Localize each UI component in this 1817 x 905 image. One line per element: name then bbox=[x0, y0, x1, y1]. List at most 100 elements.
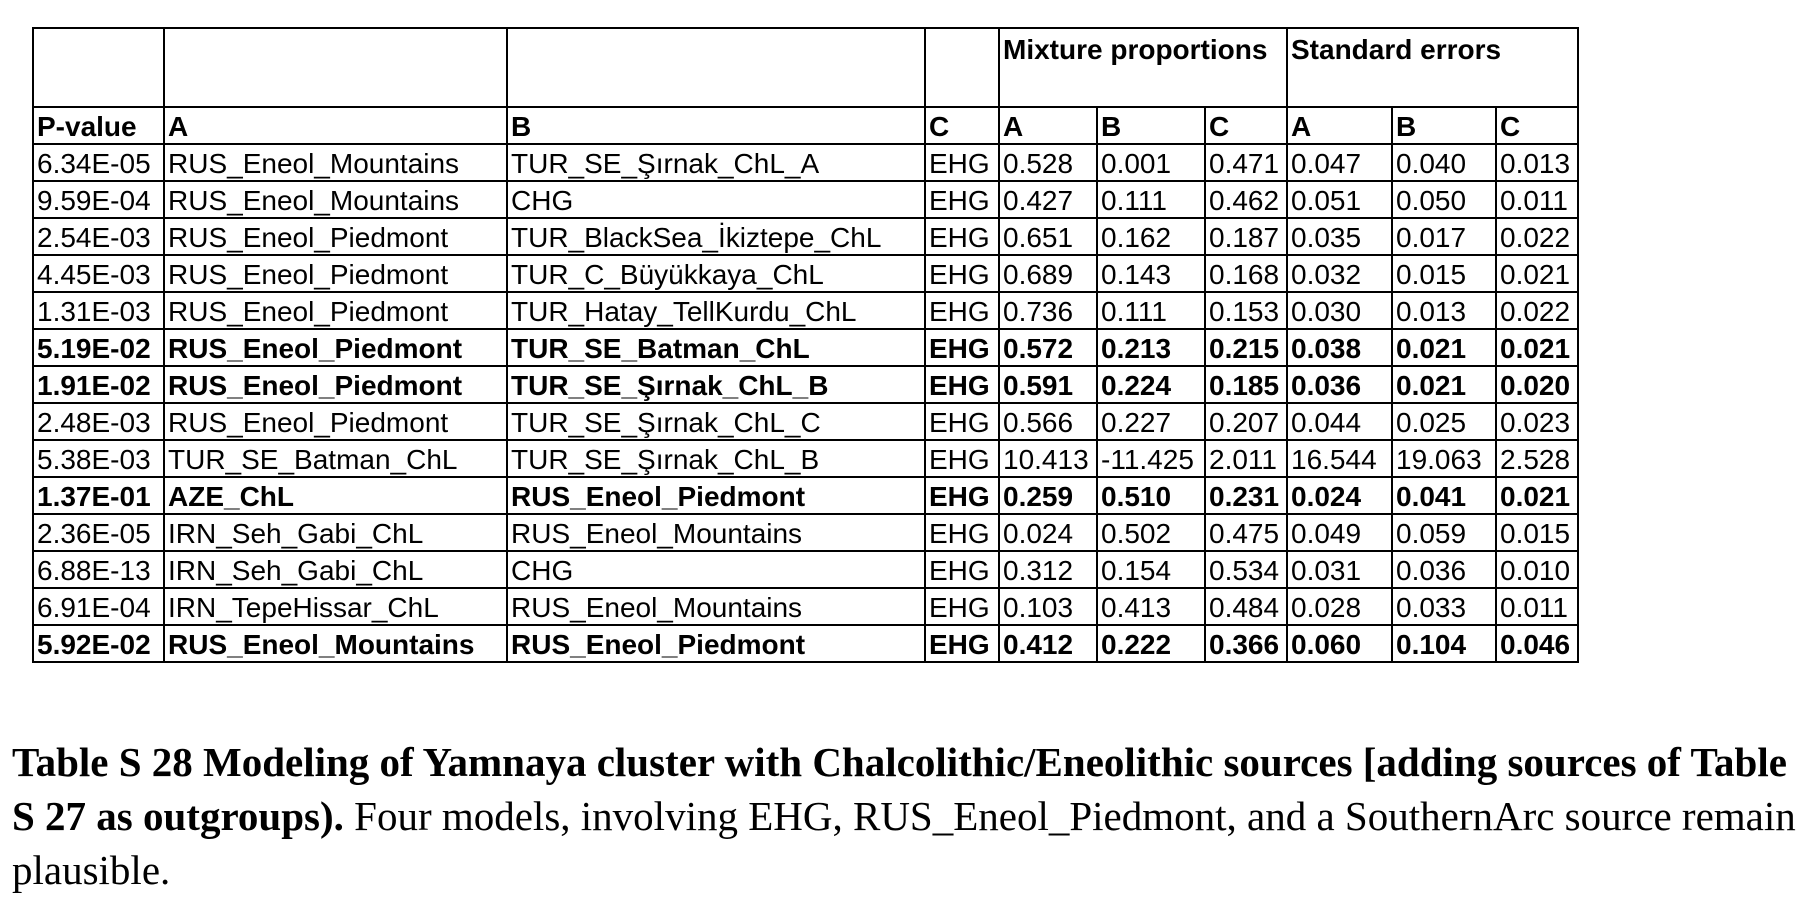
results-table: Mixture proportions Standard errors P-va… bbox=[32, 27, 1579, 663]
table-cell: 0.215 bbox=[1204, 328, 1288, 367]
table-cell: 0.041 bbox=[1391, 476, 1497, 515]
caption-title: Table S 28 Modeling of Yamnaya cluster w… bbox=[12, 739, 1787, 839]
table-cell: 0.104 bbox=[1391, 624, 1497, 663]
header-empty-cell bbox=[163, 27, 508, 108]
table-cell: 0.153 bbox=[1204, 291, 1288, 330]
table-cell: 19.063 bbox=[1391, 439, 1497, 478]
table-row: 9.59E-04 RUS_Eneol_Mountains CHG EHG 0.427 0.… bbox=[32, 180, 1579, 219]
table-cell: 0.050 bbox=[1391, 180, 1497, 219]
table-cell: 5.92E-02 bbox=[32, 624, 165, 663]
table-cell: 10.413 bbox=[998, 439, 1098, 478]
table-row: 6.34E-05 RUS_Eneol_Mountains TUR_SE_Şırnak… bbox=[32, 143, 1579, 182]
table-cell: RUS_Eneol_Mountains bbox=[506, 587, 926, 626]
table-cell: 0.015 bbox=[1391, 254, 1497, 293]
table-cell: 6.91E-04 bbox=[32, 587, 165, 626]
table-cell: EHG bbox=[924, 143, 1000, 182]
table-cell: 0.036 bbox=[1391, 550, 1497, 589]
table-cell: 0.033 bbox=[1391, 587, 1497, 626]
table-row: 1.31E-03 RUS_Eneol_Piedmont TUR_Hatay_Tell… bbox=[32, 291, 1579, 330]
column-header: A bbox=[1286, 106, 1393, 145]
table-cell: 6.34E-05 bbox=[32, 143, 165, 182]
table-cell: 0.023 bbox=[1495, 402, 1579, 441]
table-cell: 0.413 bbox=[1096, 587, 1206, 626]
table-cell: 0.143 bbox=[1096, 254, 1206, 293]
table-cell: 0.011 bbox=[1495, 587, 1579, 626]
table-cell: TUR_SE_Şırnak_ChL_B bbox=[506, 439, 926, 478]
table-cell: 0.051 bbox=[1286, 180, 1393, 219]
table-cell: 0.040 bbox=[1391, 143, 1497, 182]
mixture-proportions-header: Mixture proportions bbox=[998, 27, 1288, 108]
table-cell: 0.036 bbox=[1286, 365, 1393, 404]
column-header: B bbox=[1096, 106, 1206, 145]
table-cell: EHG bbox=[924, 624, 1000, 663]
table-cell: 0.572 bbox=[998, 328, 1098, 367]
table-cell: 0.566 bbox=[998, 402, 1098, 441]
table-cell: RUS_Eneol_Piedmont bbox=[163, 328, 508, 367]
table-cell: 5.38E-03 bbox=[32, 439, 165, 478]
table-cell: TUR_SE_Batman_ChL bbox=[163, 439, 508, 478]
table-row: 2.54E-03 RUS_Eneol_Piedmont TUR_BlackSea_İ… bbox=[32, 217, 1579, 256]
column-header: A bbox=[163, 106, 508, 145]
table-cell: 0.484 bbox=[1204, 587, 1288, 626]
table-cell: RUS_Eneol_Mountains bbox=[163, 624, 508, 663]
table-cell: 0.047 bbox=[1286, 143, 1393, 182]
table-cell: 0.103 bbox=[998, 587, 1098, 626]
table-cell: 2.54E-03 bbox=[32, 217, 165, 256]
table-cell: 2.36E-05 bbox=[32, 513, 165, 552]
table-cell: 0.222 bbox=[1096, 624, 1206, 663]
table-cell: 0.021 bbox=[1391, 328, 1497, 367]
table-cell: 0.060 bbox=[1286, 624, 1393, 663]
table-cell: TUR_SE_Şırnak_ChL_C bbox=[506, 402, 926, 441]
table-cell: 0.025 bbox=[1391, 402, 1497, 441]
table-cell: EHG bbox=[924, 328, 1000, 367]
table-cell: 0.528 bbox=[998, 143, 1098, 182]
group-header-row: Mixture proportions Standard errors bbox=[32, 27, 1579, 108]
table-cell: 2.48E-03 bbox=[32, 402, 165, 441]
table-cell: EHG bbox=[924, 550, 1000, 589]
column-header: B bbox=[1391, 106, 1497, 145]
table-cell: 0.510 bbox=[1096, 476, 1206, 515]
table-row: 5.92E-02 RUS_Eneol_Mountains RUS_Eneol_Pie… bbox=[32, 624, 1579, 663]
table-cell: RUS_Eneol_Piedmont bbox=[163, 402, 508, 441]
table-cell: 0.207 bbox=[1204, 402, 1288, 441]
table-cell: 0.111 bbox=[1096, 180, 1206, 219]
table-cell: 0.185 bbox=[1204, 365, 1288, 404]
table-cell: 0.020 bbox=[1495, 365, 1579, 404]
column-header: C bbox=[924, 106, 1000, 145]
table-cell: 0.534 bbox=[1204, 550, 1288, 589]
header-empty-cell bbox=[924, 27, 1000, 108]
table-cell: 0.024 bbox=[998, 513, 1098, 552]
table-cell: 0.312 bbox=[998, 550, 1098, 589]
table-cell: 0.224 bbox=[1096, 365, 1206, 404]
table-cell: IRN_Seh_Gabi_ChL bbox=[163, 513, 508, 552]
table-cell: 0.024 bbox=[1286, 476, 1393, 515]
table-cell: 16.544 bbox=[1286, 439, 1393, 478]
table-cell: 0.028 bbox=[1286, 587, 1393, 626]
table-cell: EHG bbox=[924, 217, 1000, 256]
column-header: B bbox=[506, 106, 926, 145]
header-empty-cell bbox=[32, 27, 165, 108]
column-header: P-value bbox=[32, 106, 165, 145]
table-row: 5.38E-03 TUR_SE_Batman_ChL TUR_SE_Şırnak_C… bbox=[32, 439, 1579, 478]
table-cell: 0.475 bbox=[1204, 513, 1288, 552]
table-cell: 0.021 bbox=[1391, 365, 1497, 404]
table-row: 5.19E-02 RUS_Eneol_Piedmont TUR_SE_Batman_… bbox=[32, 328, 1579, 367]
table-cell: 0.049 bbox=[1286, 513, 1393, 552]
table-cell: 2.011 bbox=[1204, 439, 1288, 478]
table-cell: 0.231 bbox=[1204, 476, 1288, 515]
table-cell: RUS_Eneol_Piedmont bbox=[163, 217, 508, 256]
table-cell: 0.022 bbox=[1495, 291, 1579, 330]
table-cell: TUR_BlackSea_İkiztepe_ChL bbox=[506, 217, 926, 256]
table-cell: 1.31E-03 bbox=[32, 291, 165, 330]
table-cell: TUR_SE_Batman_ChL bbox=[506, 328, 926, 367]
table-cell: EHG bbox=[924, 291, 1000, 330]
table-cell: 0.013 bbox=[1391, 291, 1497, 330]
table-cell: RUS_Eneol_Piedmont bbox=[163, 365, 508, 404]
column-header: A bbox=[998, 106, 1098, 145]
column-header-row: P-value A B C A B C A B C bbox=[32, 106, 1579, 145]
column-header: C bbox=[1495, 106, 1579, 145]
table-cell: 0.035 bbox=[1286, 217, 1393, 256]
table-cell: 0.736 bbox=[998, 291, 1098, 330]
table-cell: 0.011 bbox=[1495, 180, 1579, 219]
table-cell: 0.059 bbox=[1391, 513, 1497, 552]
